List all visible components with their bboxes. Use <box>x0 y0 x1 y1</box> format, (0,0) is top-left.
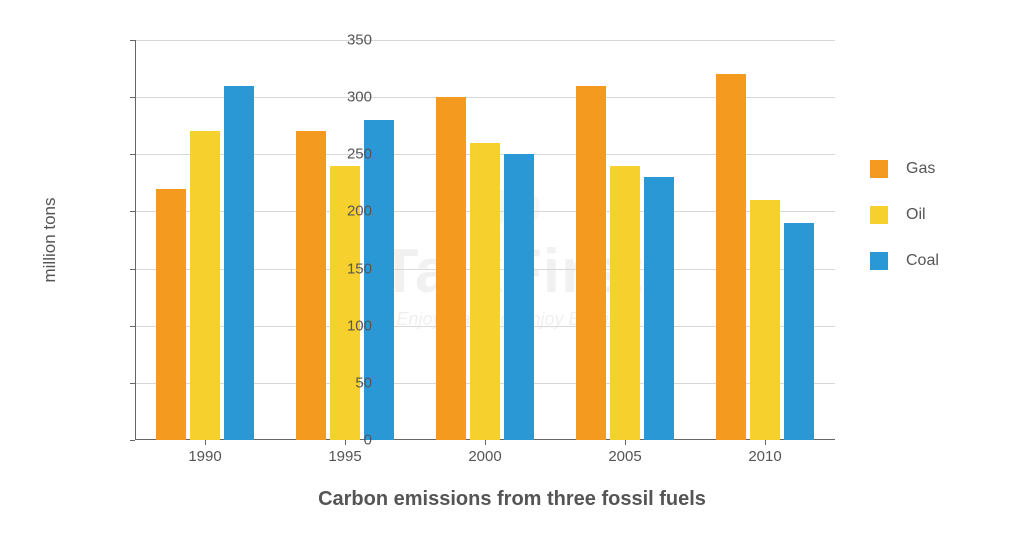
bar-oil <box>190 131 220 440</box>
legend-label: Gas <box>906 160 935 178</box>
x-tick-mark <box>625 440 626 445</box>
y-axis-label: million tons <box>40 197 60 282</box>
y-tick-label: 250 <box>332 146 372 163</box>
legend-label: Coal <box>906 252 939 270</box>
bar-coal <box>224 86 254 440</box>
bar-coal <box>504 154 534 440</box>
legend: Gas Oil Coal <box>870 160 980 298</box>
y-tick-mark <box>130 269 135 270</box>
bar-coal <box>644 177 674 440</box>
bar-gas <box>156 189 186 440</box>
bar-oil <box>610 166 640 440</box>
bars-layer <box>135 40 835 440</box>
x-tick-mark <box>765 440 766 445</box>
legend-item-coal: Coal <box>870 252 980 270</box>
bar-gas <box>296 131 326 440</box>
bar-coal <box>364 120 394 440</box>
y-tick-mark <box>130 97 135 98</box>
y-tick-label: 200 <box>332 203 372 220</box>
x-tick-label: 1995 <box>328 448 361 465</box>
y-tick-mark <box>130 154 135 155</box>
bar-gas <box>436 97 466 440</box>
y-tick-mark <box>130 40 135 41</box>
y-tick-label: 100 <box>332 317 372 334</box>
bar-gas <box>716 74 746 440</box>
legend-swatch <box>870 206 888 224</box>
x-tick-label: 1990 <box>188 448 221 465</box>
y-tick-mark <box>130 440 135 441</box>
bar-oil <box>470 143 500 440</box>
legend-item-gas: Gas <box>870 160 980 178</box>
x-tick-mark <box>485 440 486 445</box>
x-tick-label: 2000 <box>468 448 501 465</box>
x-tick-label: 2005 <box>608 448 641 465</box>
legend-swatch <box>870 160 888 178</box>
legend-label: Oil <box>906 206 926 224</box>
chart-container: TalkFirst Enjoy learning, enjoy English … <box>40 30 984 525</box>
x-tick-label: 2010 <box>748 448 781 465</box>
legend-swatch <box>870 252 888 270</box>
y-tick-label: 300 <box>332 89 372 106</box>
chart-title: Carbon emissions from three fossil fuels <box>40 488 984 511</box>
y-tick-mark <box>130 326 135 327</box>
y-tick-label: 150 <box>332 260 372 277</box>
y-tick-label: 0 <box>332 432 372 449</box>
y-tick-label: 50 <box>332 374 372 391</box>
y-tick-label: 350 <box>332 32 372 49</box>
x-tick-mark <box>345 440 346 445</box>
y-tick-mark <box>130 383 135 384</box>
legend-item-oil: Oil <box>870 206 980 224</box>
bar-gas <box>576 86 606 440</box>
y-tick-mark <box>130 211 135 212</box>
x-tick-mark <box>205 440 206 445</box>
bar-coal <box>784 223 814 440</box>
bar-oil <box>750 200 780 440</box>
